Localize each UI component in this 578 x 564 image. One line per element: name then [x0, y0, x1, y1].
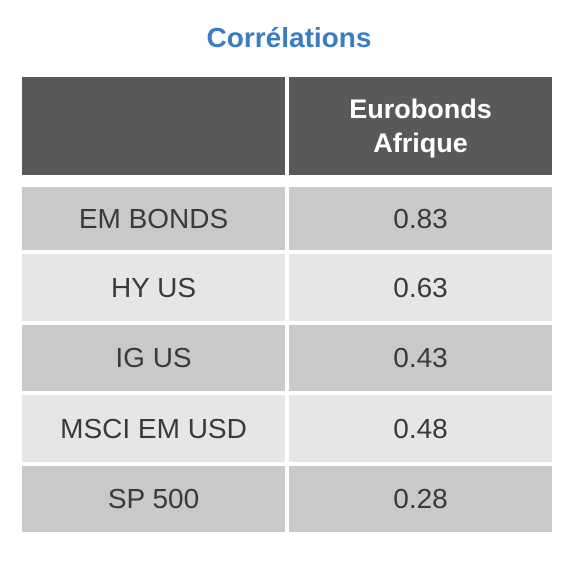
- table-row: SP 500 0.28: [22, 466, 552, 532]
- table-row: EM BONDS 0.83: [22, 187, 552, 250]
- row-label: IG US: [22, 325, 285, 391]
- correlation-value: 0.43: [289, 325, 552, 391]
- header-cell: [22, 77, 285, 175]
- table-row: HY US 0.63: [22, 254, 552, 321]
- row-label: MSCI EM USD: [22, 395, 285, 462]
- correlation-value: 0.28: [289, 466, 552, 532]
- correlation-value: 0.48: [289, 395, 552, 462]
- row-label: HY US: [22, 254, 285, 321]
- row-label: EM BONDS: [22, 187, 285, 250]
- table: Eurobonds Afrique EM BONDS 0.83 HY US 0.63 I…: [22, 77, 552, 536]
- header-cell: Eurobonds Afrique: [289, 77, 552, 175]
- header-row: Eurobonds Afrique: [22, 77, 552, 175]
- row-label: SP 500: [22, 466, 285, 532]
- table-row: MSCI EM USD 0.48: [22, 395, 552, 462]
- header-label: Eurobonds Afrique: [349, 94, 492, 158]
- table-row: IG US 0.43: [22, 325, 552, 391]
- title: Corrélations: [206, 22, 372, 53]
- correlation-value: 0.63: [289, 254, 552, 321]
- correlation-value: 0.83: [289, 187, 552, 250]
